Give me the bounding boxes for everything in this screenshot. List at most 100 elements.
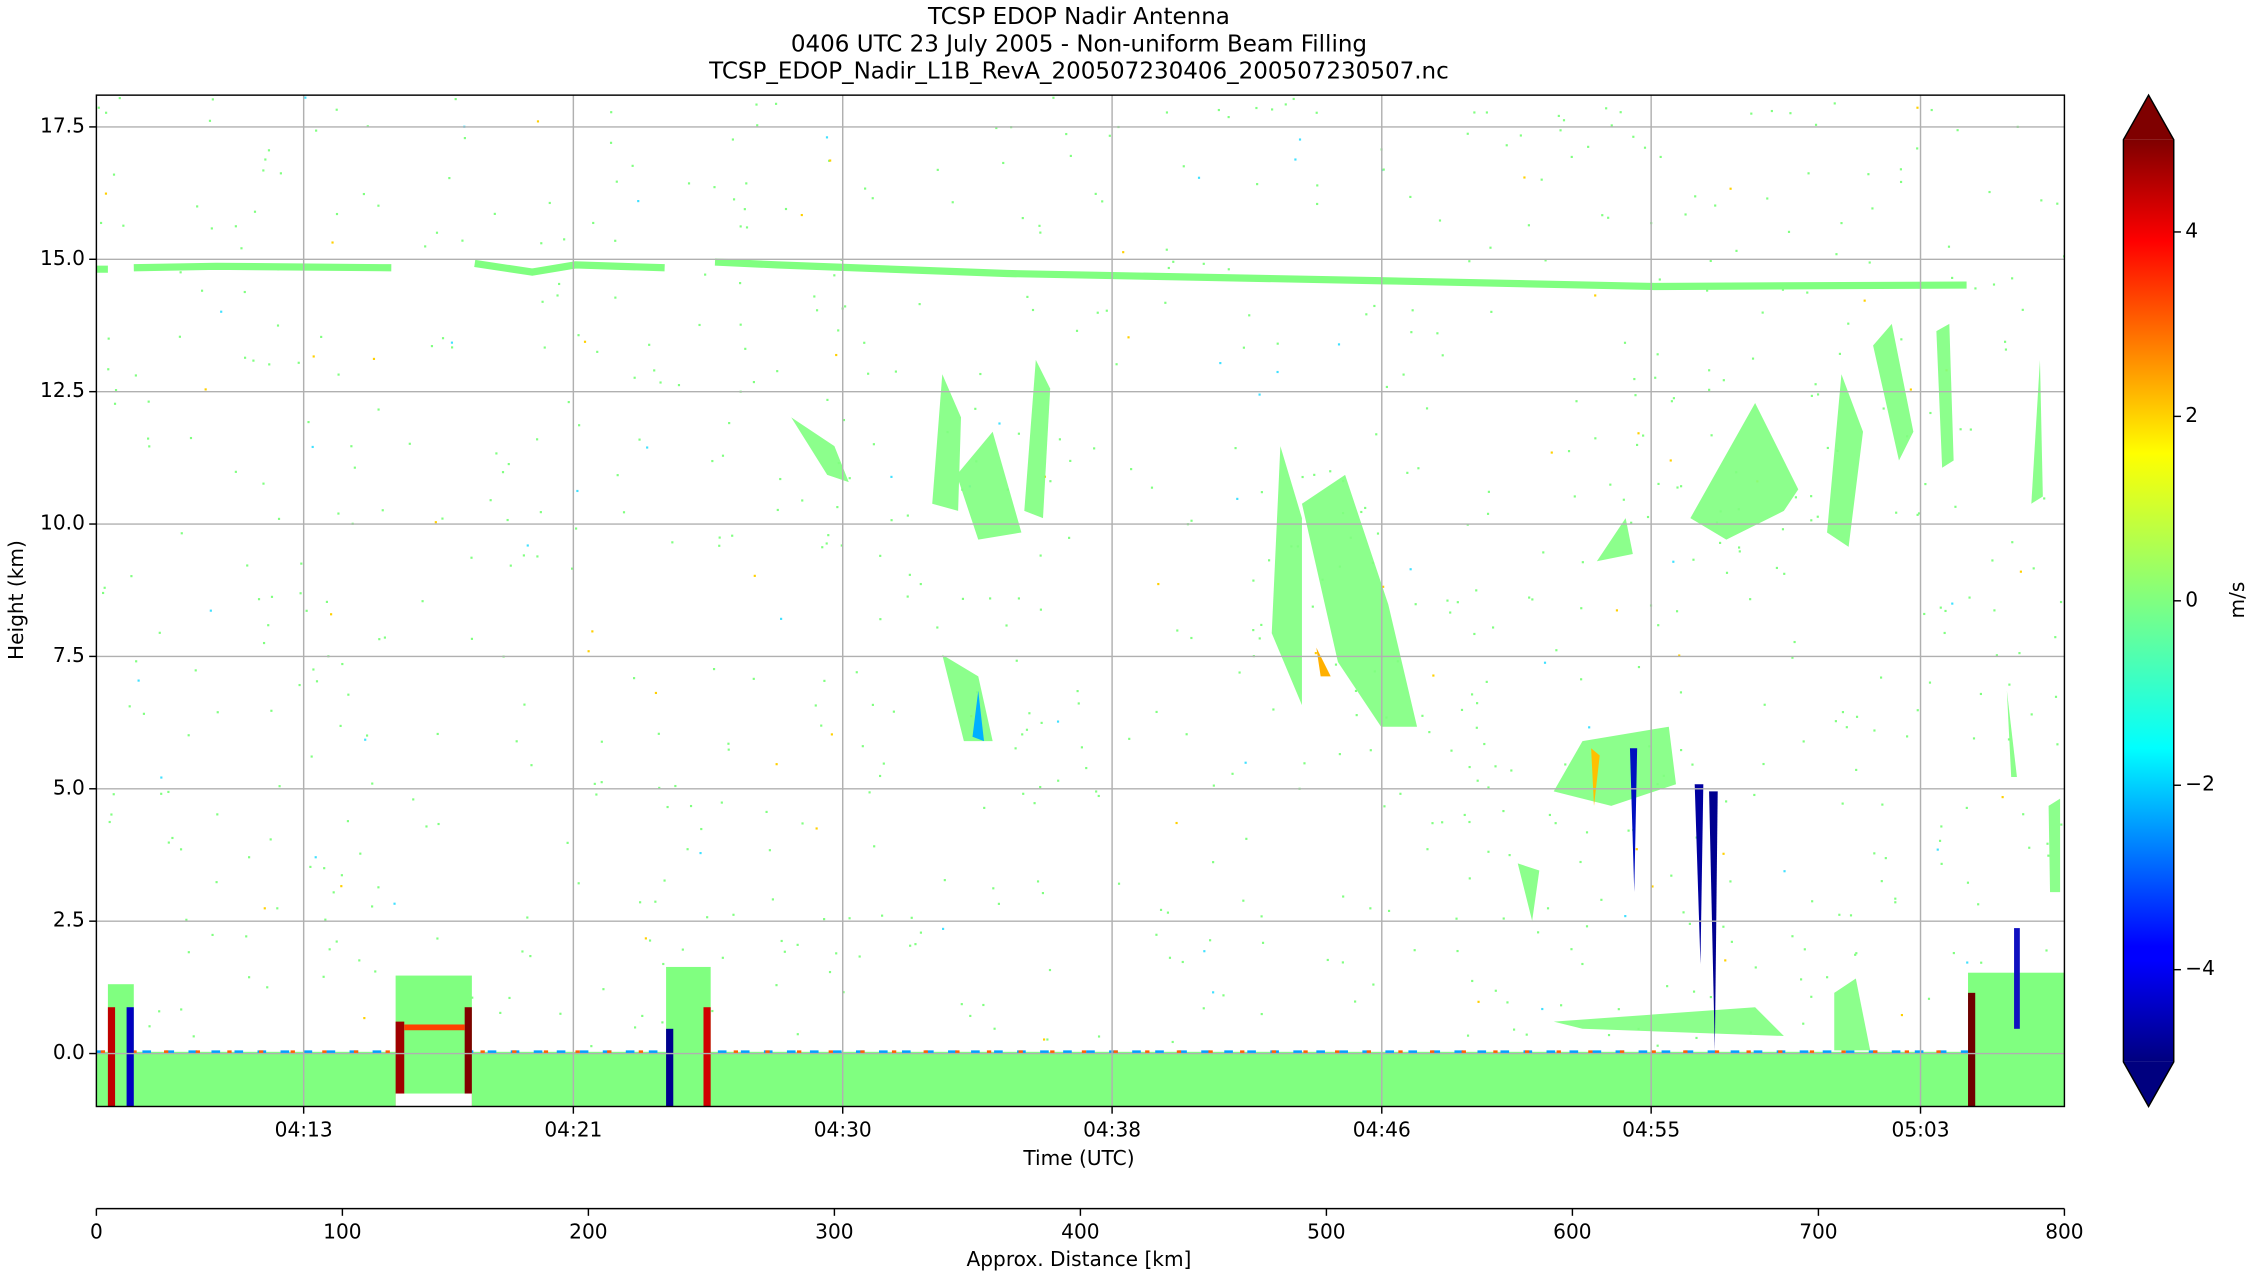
speckle [160,776,163,779]
speckle [577,334,580,337]
speckle [1441,354,1444,357]
speckle [644,937,647,940]
speckle [1709,259,1712,263]
speckle [234,470,237,473]
speckle [1209,939,1212,942]
speckle [245,935,248,938]
speckle [1470,693,1474,696]
speckle [262,169,265,172]
speckle [718,544,721,547]
speckle [248,976,251,979]
speckle [451,346,454,349]
speckle [731,138,734,141]
speckle [1952,951,1955,955]
speckle [269,838,272,841]
speckle [147,400,150,403]
speckle [1385,385,1388,389]
speckle [1036,880,1040,883]
speckle [592,221,595,225]
speckle [1475,726,1478,729]
speckle [307,420,310,424]
speckle [1834,720,1837,723]
speckle [1261,941,1265,944]
speckle [1402,373,1405,376]
colorbar-tick-label: −4 [2185,956,2215,980]
speckle [1085,766,1088,770]
speckle [1954,505,1957,508]
speckle [1190,636,1193,640]
speckle [450,341,454,344]
speckle [2008,683,2011,686]
speckle [374,970,377,973]
speckle [1127,336,1130,339]
speckle [305,609,308,612]
speckle [563,238,566,241]
speckle [1995,654,1998,657]
speckle [196,205,199,208]
colorbar-label: m/s [2225,582,2249,619]
speckle [211,933,214,937]
speckle [666,805,669,809]
speckle [1855,952,1858,955]
speckle [1894,901,1897,904]
speckle [1802,1022,1805,1025]
speckle [1202,262,1205,265]
speckle [590,1045,593,1048]
speckle [1316,184,1319,187]
speckle [1409,568,1412,571]
speckle [507,462,510,466]
speckle [1284,103,1287,106]
speckle [998,422,1001,425]
speckle [727,742,730,745]
speckle [179,271,182,274]
speckle [677,384,681,387]
speckle [982,1003,985,1007]
speckle [180,1008,183,1011]
speckle [2047,854,2050,857]
speckle [1841,802,1844,805]
speckle [377,408,380,411]
speckle [753,574,756,577]
speckle [1438,219,1442,222]
speckle [711,1009,714,1013]
x-tick-label: 04:46 [1353,1117,1411,1141]
speckle [1202,1007,1205,1010]
speckle [1026,295,1029,298]
speckle [1735,249,1738,252]
speckle [1076,690,1079,693]
speckle [1456,601,1459,604]
speckle [304,96,307,99]
speckle [1900,1013,1904,1017]
speckle [1190,519,1193,522]
speckle [771,898,774,901]
speckle [1025,728,1029,731]
speckle [1729,880,1732,883]
speckle [1094,192,1097,195]
y-tick-label: 5.0 [53,775,85,799]
speckle [448,176,451,180]
speckle [1069,459,1072,462]
speckle [383,636,386,639]
y-axis-label: Height (km) [4,540,28,660]
speckle [1548,813,1551,817]
speckle [1527,224,1530,227]
speckle [1762,762,1765,766]
speckle [731,534,734,537]
speckle [1271,108,1274,111]
speckle [1311,605,1314,608]
colorbar-tick-label: 0 [2185,587,2198,611]
speckle [840,544,843,547]
speckle [2060,823,2063,826]
speckle [868,791,871,794]
speckle [609,141,613,144]
speckle [501,471,505,474]
x-tick-label: 04:30 [814,1117,872,1141]
speckle [499,1011,502,1014]
speckle [823,918,826,921]
speckle [774,102,778,105]
speckle [1494,989,1497,992]
speckle [1164,301,1167,304]
speckle [1375,433,1378,436]
speckle [436,937,439,940]
speckle [536,438,539,441]
